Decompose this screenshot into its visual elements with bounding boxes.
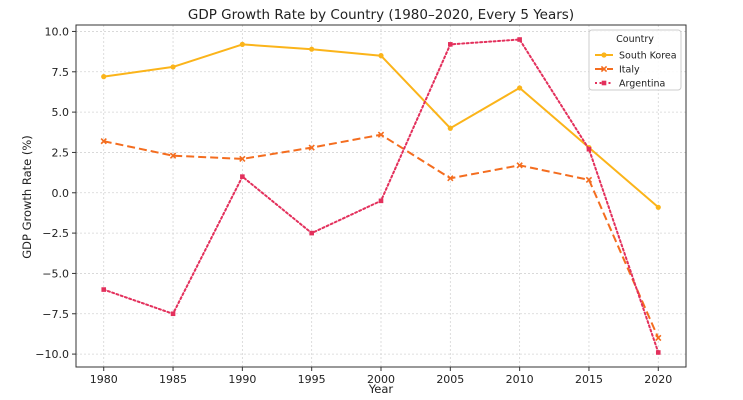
series-group bbox=[100, 37, 662, 355]
data-point-italy bbox=[169, 152, 177, 159]
legend-label: Argentina bbox=[619, 79, 665, 90]
y-tick-label: 10.0 bbox=[45, 25, 70, 38]
data-point-italy bbox=[100, 137, 107, 145]
data-point-italy bbox=[447, 175, 454, 182]
data-point-south-korea bbox=[170, 64, 176, 70]
data-point-argentina bbox=[586, 146, 592, 152]
data-point-italy bbox=[239, 155, 246, 163]
y-tick-label: −5.0 bbox=[42, 267, 69, 280]
data-point-italy bbox=[377, 131, 385, 138]
legend-item-south-korea: South Korea bbox=[595, 51, 677, 62]
x-axis-title: Year bbox=[368, 382, 394, 396]
x-marker-stroke bbox=[600, 65, 608, 73]
data-point-italy bbox=[308, 144, 315, 151]
data-point-south-korea bbox=[378, 53, 384, 59]
x-marker-stroke bbox=[655, 334, 662, 342]
data-point-argentina bbox=[309, 230, 314, 236]
x-marker-stroke bbox=[447, 175, 454, 182]
x-marker-stroke bbox=[377, 131, 385, 138]
x-tick-label: 2010 bbox=[506, 373, 534, 386]
x-marker-stroke bbox=[239, 155, 246, 163]
legend-label: Italy bbox=[619, 65, 640, 76]
x-marker-stroke bbox=[308, 144, 315, 151]
legend-swatch-marker bbox=[601, 80, 607, 86]
data-point-argentina bbox=[101, 287, 107, 292]
axes: 1980 1985 1990 1995 2000 2005 2010 2015 2020 −10.… bbox=[35, 24, 687, 386]
data-point-south-korea bbox=[517, 85, 523, 91]
data-point-south-korea bbox=[309, 46, 315, 52]
legend-item-italy: Italy bbox=[595, 65, 640, 76]
x-tick-label: 1980 bbox=[90, 373, 118, 386]
data-point-south-korea bbox=[447, 125, 453, 131]
data-point-italy bbox=[516, 162, 523, 169]
data-point-south-korea bbox=[101, 74, 107, 80]
x-marker-stroke bbox=[585, 176, 593, 184]
chart-title: GDP Growth Rate by Country (1980–2020, E… bbox=[188, 7, 574, 23]
legend-label: South Korea bbox=[619, 51, 677, 62]
data-point-italy bbox=[585, 176, 593, 184]
x-tick-label: 2015 bbox=[575, 373, 603, 386]
x-tick-label: 2005 bbox=[436, 373, 464, 386]
x-tick-label: 1995 bbox=[298, 373, 326, 386]
data-point-south-korea bbox=[239, 41, 245, 47]
x-tick-label: 2020 bbox=[644, 373, 672, 386]
y-tick-label: −7.5 bbox=[42, 308, 69, 321]
data-point-argentina bbox=[240, 174, 245, 179]
data-point-argentina bbox=[170, 311, 176, 317]
legend-title: Country bbox=[616, 34, 654, 45]
data-point-south-korea bbox=[655, 204, 661, 210]
series-south-korea bbox=[101, 41, 661, 210]
y-tick-label: −10.0 bbox=[35, 348, 69, 361]
legend: Country South Korea Italy Argentina bbox=[588, 29, 682, 91]
x-marker-stroke bbox=[100, 137, 107, 145]
legend-swatch-marker bbox=[600, 65, 608, 73]
legend-swatch-marker bbox=[601, 52, 607, 58]
x-tick-label: 1985 bbox=[159, 373, 187, 386]
data-point-argentina bbox=[448, 42, 453, 47]
y-tick-label: 5.0 bbox=[52, 106, 70, 119]
x-tick-label: 1990 bbox=[228, 373, 256, 386]
x-tick-label: 2000 bbox=[367, 373, 395, 386]
y-tick-label: 0.0 bbox=[52, 187, 70, 200]
data-point-italy bbox=[655, 334, 662, 342]
y-tick-label: 2.5 bbox=[52, 146, 70, 159]
data-point-argentina bbox=[655, 350, 661, 355]
y-axis-title: GDP Growth Rate (%) bbox=[20, 135, 34, 259]
legend-box bbox=[588, 29, 682, 91]
y-tick-label: −2.5 bbox=[42, 227, 69, 240]
data-point-argentina bbox=[378, 198, 384, 204]
data-point-argentina bbox=[517, 37, 522, 42]
x-marker-stroke bbox=[516, 162, 523, 169]
legend-item-argentina: Argentina bbox=[595, 79, 665, 90]
x-marker-stroke bbox=[169, 152, 177, 159]
series-italy bbox=[100, 131, 662, 342]
y-tick-label: 7.5 bbox=[52, 66, 70, 79]
series-argentina bbox=[101, 37, 661, 355]
